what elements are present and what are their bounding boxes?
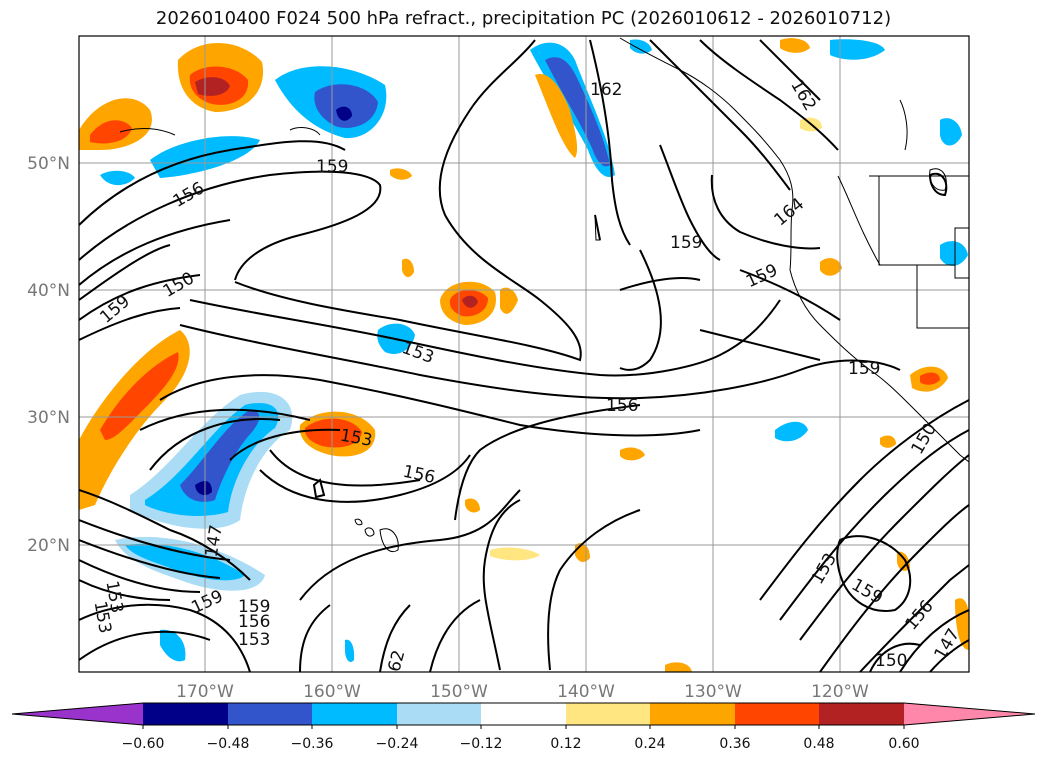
colorbar-segment xyxy=(312,703,397,725)
colorbar-tick: 0.60 xyxy=(888,736,919,752)
colorbar-tick: −0.60 xyxy=(122,736,165,752)
latitude-labels: 50°N 40°N 30°N 20°N xyxy=(27,154,70,556)
contour-label: 156 xyxy=(606,396,638,416)
colorbar-tick: 0.36 xyxy=(719,736,750,752)
contour-label: 150 xyxy=(875,651,907,671)
grid-lines xyxy=(79,36,969,672)
contour-label: 162 xyxy=(590,80,622,100)
lon-label: 130°W xyxy=(684,682,742,702)
colorbar-segment xyxy=(650,703,735,725)
contour-label: 159 xyxy=(238,597,270,617)
colorbar-tick: −0.48 xyxy=(207,736,250,752)
lat-label: 20°N xyxy=(27,536,70,556)
colorbar-tick: −0.12 xyxy=(460,736,503,752)
colorbar: −0.60 −0.48 −0.36 −0.24 −0.12 0.12 0.24 … xyxy=(11,702,1036,752)
lat-label: 50°N xyxy=(27,154,70,174)
lat-label: 40°N xyxy=(27,281,70,301)
colorbar-segment xyxy=(819,703,904,725)
lon-label: 140°W xyxy=(557,682,615,702)
colorbar-extend-low xyxy=(12,703,143,725)
colorbar-segment xyxy=(481,703,566,725)
colorbar-segment xyxy=(143,703,228,725)
colorbar-tick: 0.24 xyxy=(634,736,665,752)
refractivity-contours xyxy=(79,39,969,672)
contour-label: 153 xyxy=(238,630,270,650)
colorbar-tick: 0.12 xyxy=(550,736,581,752)
lat-label: 30°N xyxy=(27,408,70,428)
colorbar-tick: −0.24 xyxy=(376,736,419,752)
colorbar-segment xyxy=(735,703,819,725)
colorbar-segment xyxy=(397,703,481,725)
chart-title: 2026010400 F024 500 hPa refract., precip… xyxy=(155,8,892,29)
lon-label: 160°W xyxy=(303,682,361,702)
contour-label: 159 xyxy=(848,359,880,379)
colorbar-segment xyxy=(566,703,650,725)
contour-label: 159 xyxy=(316,157,348,177)
colorbar-tick: 0.48 xyxy=(803,736,834,752)
colorbar-tick: −0.36 xyxy=(291,736,334,752)
colorbar-segment xyxy=(228,703,312,725)
colorbar-extend-high xyxy=(904,703,1035,725)
contour-label: 159 xyxy=(670,233,702,253)
longitude-labels: 170°W 160°W 150°W 140°W 130°W 120°W xyxy=(176,682,869,702)
plot-frame xyxy=(78,35,970,673)
contour-label: 156 xyxy=(238,612,270,632)
lon-label: 170°W xyxy=(176,682,234,702)
lon-label: 150°W xyxy=(430,682,488,702)
precip-shading xyxy=(79,38,969,672)
lon-label: 120°W xyxy=(811,682,869,702)
